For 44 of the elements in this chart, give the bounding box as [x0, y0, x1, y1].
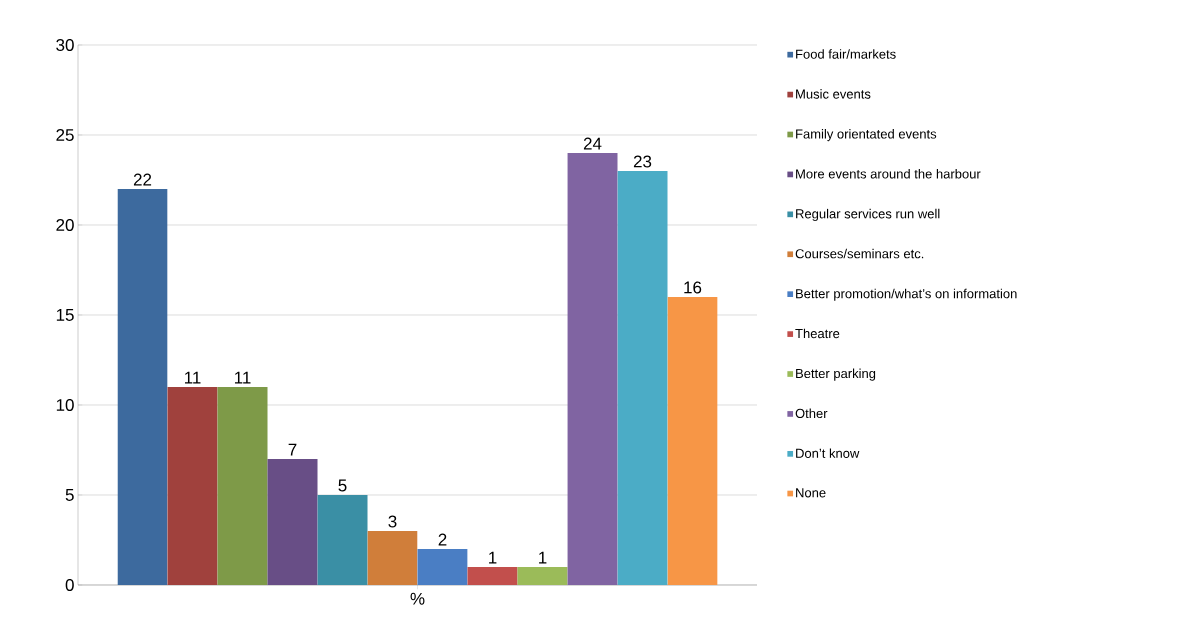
bar	[667, 296, 718, 585]
data-label: 2	[438, 533, 447, 546]
legend-label: Food fair/markets	[796, 49, 896, 59]
y-tick-label: 30	[56, 38, 74, 52]
data-label: 1	[489, 551, 497, 564]
bar	[217, 386, 268, 585]
data-label: 5	[338, 479, 347, 492]
bar	[517, 566, 568, 585]
bar	[567, 152, 618, 585]
legend-label: Don’t know	[796, 448, 860, 458]
legend-label: None	[796, 488, 826, 498]
legend-label: Better promotion/what’s on information	[796, 288, 1017, 301]
legend-label: Family orientated events	[796, 129, 937, 142]
bar	[167, 386, 218, 585]
legend-label: Music events	[796, 89, 871, 99]
data-label: 7	[288, 443, 297, 456]
legend-label: Theatre	[795, 328, 840, 339]
legend-label: Regular services run well	[796, 208, 940, 221]
bar	[117, 188, 168, 585]
data-label: 1	[539, 551, 547, 564]
y-tick-label: 15	[56, 309, 74, 321]
data-label: 23	[633, 155, 652, 168]
legend-label: Other	[795, 408, 828, 419]
data-label: 11	[184, 371, 201, 384]
y-tick-label: 10	[56, 398, 74, 412]
y-tick-label: 5	[65, 489, 74, 501]
bar	[417, 548, 468, 585]
y-tick-label: 20	[56, 218, 74, 232]
data-label: 3	[388, 515, 397, 528]
data-label: 22	[133, 173, 152, 186]
x-tick-label: %	[410, 592, 425, 605]
y-tick-label: 25	[56, 128, 74, 142]
data-label: 24	[583, 137, 602, 150]
legend-label: More events around the harbour	[796, 168, 981, 179]
bar	[367, 530, 418, 585]
bar	[467, 566, 518, 585]
bar	[267, 458, 318, 585]
bar	[617, 170, 668, 585]
legend-label: Courses/seminars etc.	[795, 248, 924, 259]
data-label: 11	[234, 371, 251, 384]
y-tick-label: 0	[65, 578, 74, 592]
bar	[317, 494, 368, 585]
legend-label: Better parking	[796, 368, 876, 381]
data-label: 16	[684, 281, 702, 294]
